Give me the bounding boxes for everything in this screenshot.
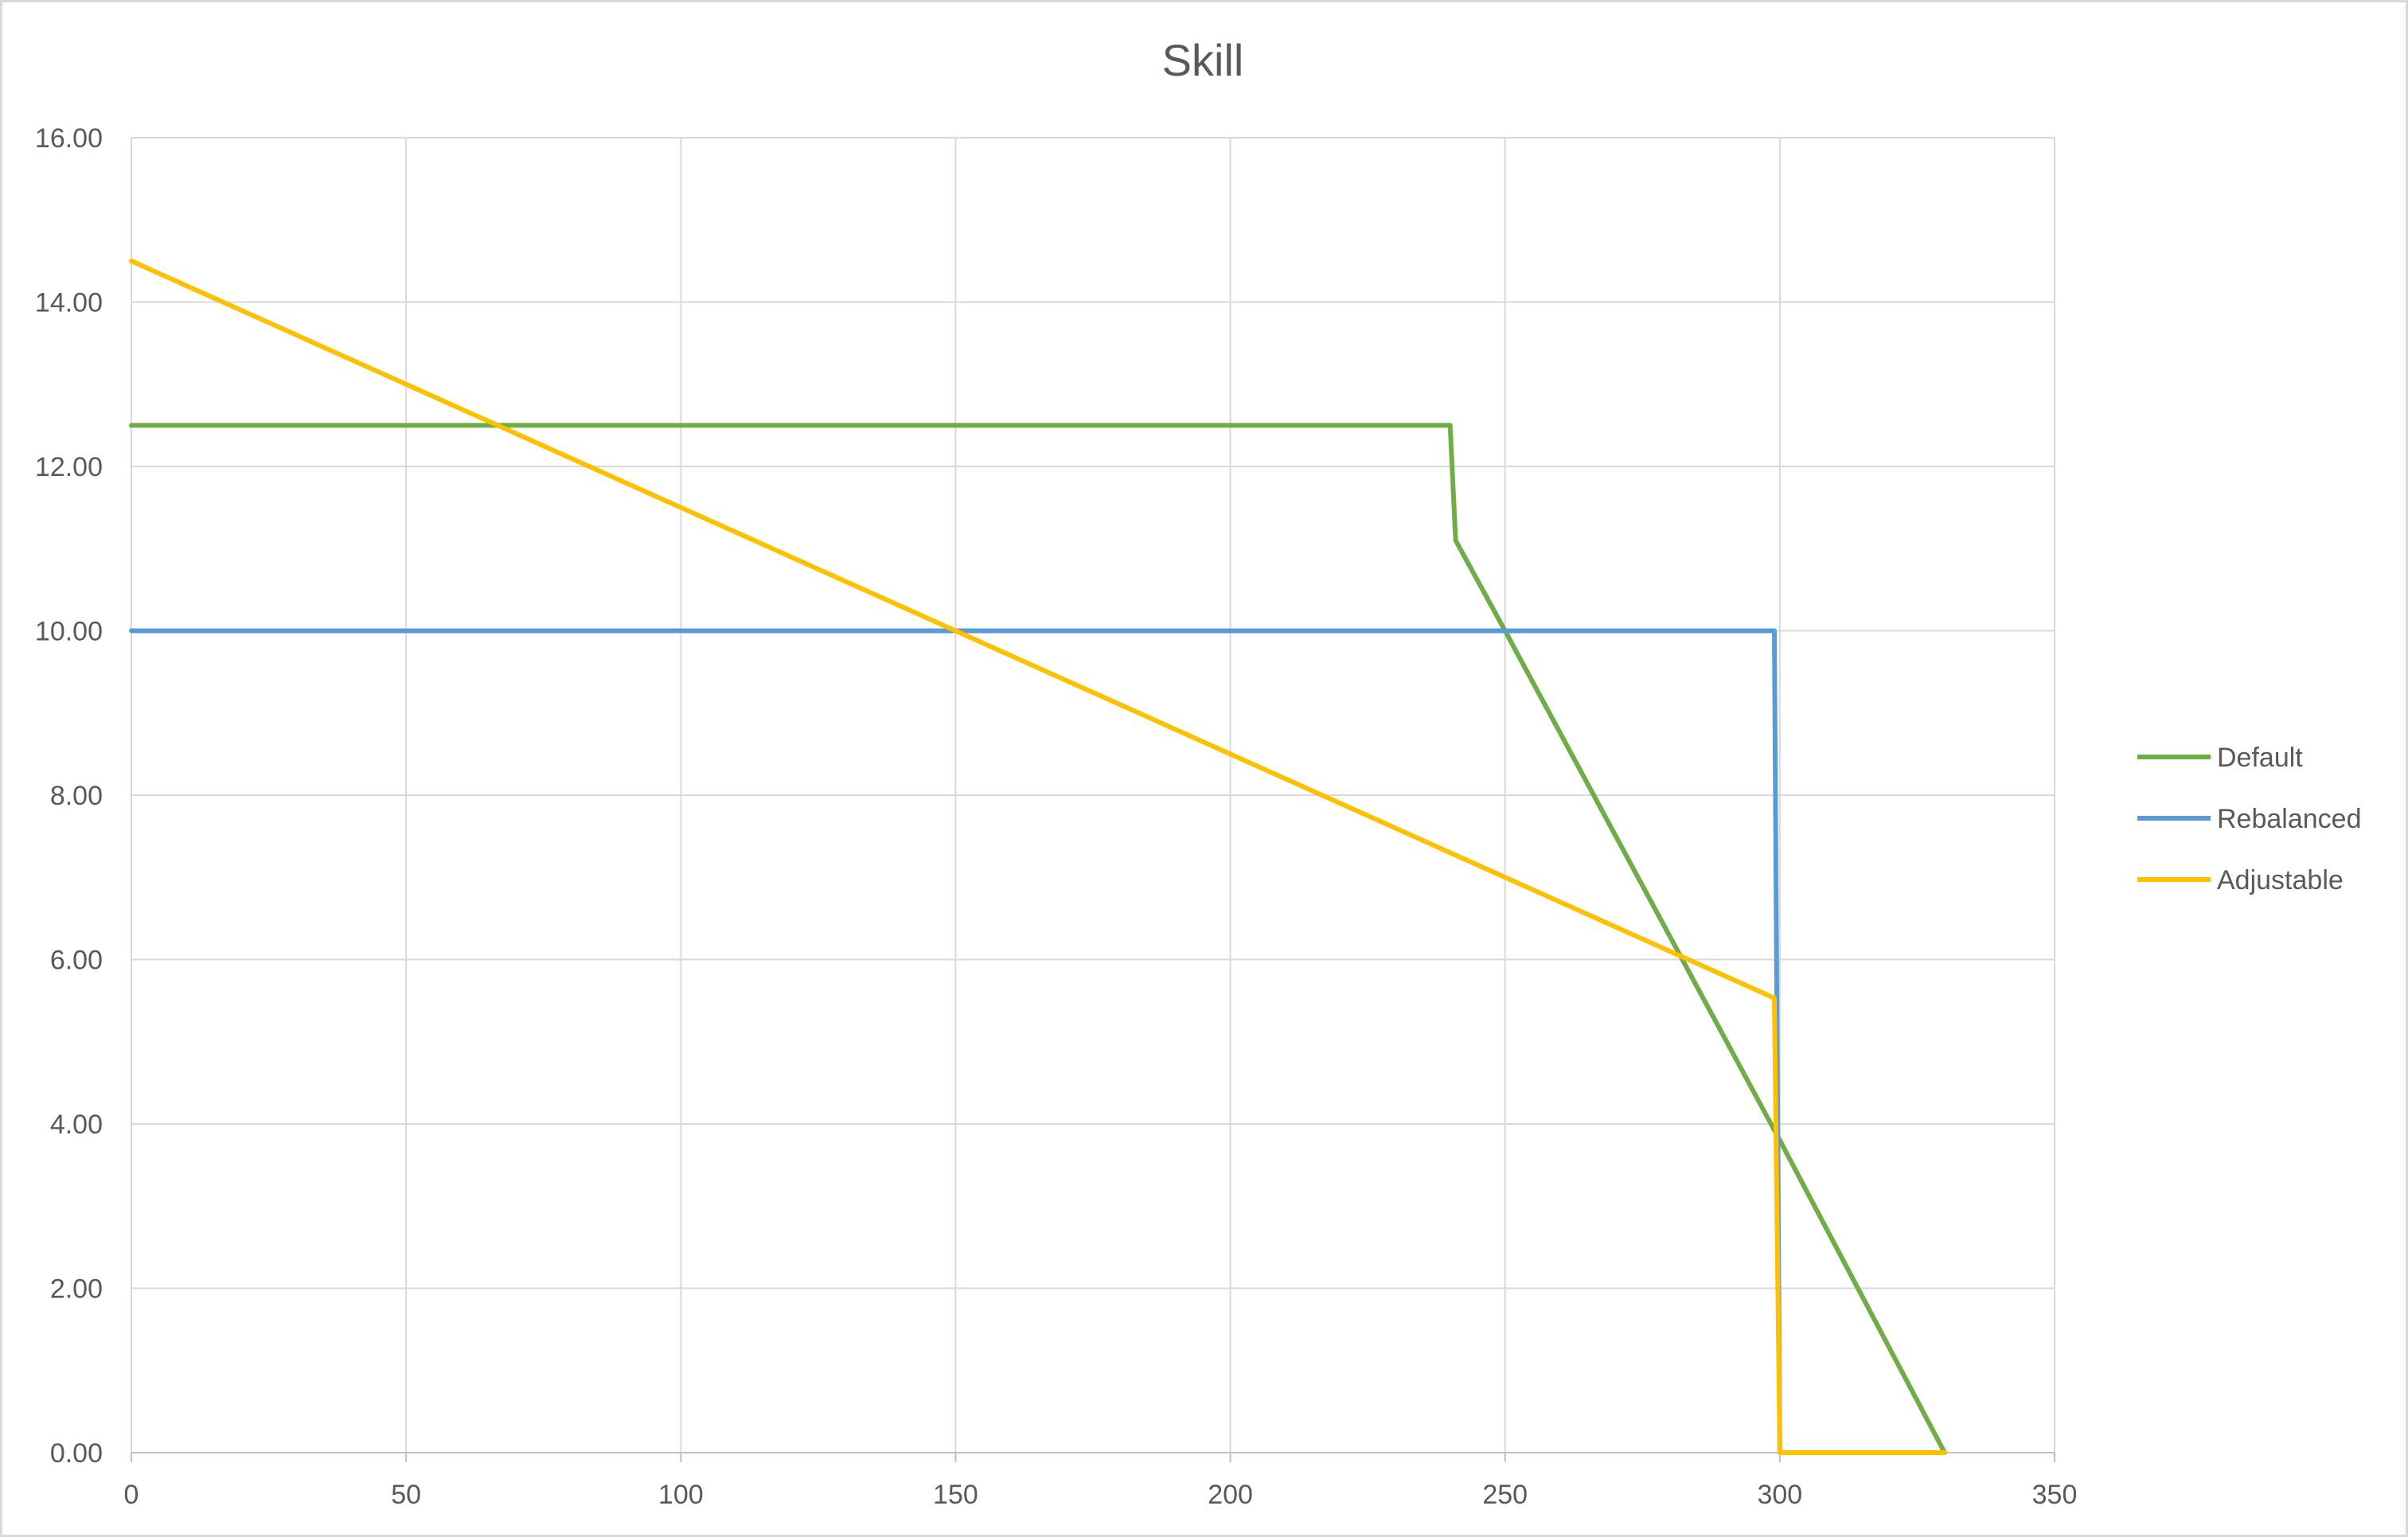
x-tick-label: 50: [391, 1480, 421, 1510]
y-tick-label: 0.00: [50, 1438, 103, 1469]
x-tick-label: 100: [658, 1480, 704, 1510]
x-tick-label: 150: [933, 1480, 978, 1510]
y-tick-label: 10.00: [35, 617, 103, 647]
series-line-default: [129, 423, 1947, 1455]
y-tick-label: 8.00: [50, 781, 103, 811]
grid-layer: [131, 137, 2055, 1453]
legend: Default Rebalanced Adjustable: [2137, 743, 2361, 895]
series-layer: [129, 258, 1947, 1455]
x-tick-label: 350: [2032, 1480, 2078, 1510]
x-tick-label: 300: [1757, 1480, 1802, 1510]
x-tick-label: 200: [1208, 1480, 1253, 1510]
y-tick-label: 2.00: [50, 1274, 103, 1305]
chart-title: Skill: [1162, 35, 1244, 85]
series-line-adjustable: [129, 258, 1947, 1455]
y-tick-label: 14.00: [35, 288, 103, 318]
x-tick-label: 250: [1482, 1480, 1528, 1510]
x-tick-label: 0: [124, 1480, 139, 1510]
tick-labels: 0 50 100 150 200 250 300 350 0.00 2.00 4.00 6.00 8.0…: [35, 123, 2077, 1510]
legend-label-default: Default: [2217, 743, 2303, 773]
y-tick-label: 6.00: [50, 946, 103, 976]
y-tick-label: 4.00: [50, 1110, 103, 1140]
legend-label-rebalanced: Rebalanced: [2217, 804, 2361, 834]
axis-layer: [131, 1452, 2055, 1462]
y-tick-label: 12.00: [35, 452, 103, 482]
legend-label-adjustable: Adjustable: [2217, 865, 2344, 895]
y-tick-label: 16.00: [35, 123, 103, 154]
